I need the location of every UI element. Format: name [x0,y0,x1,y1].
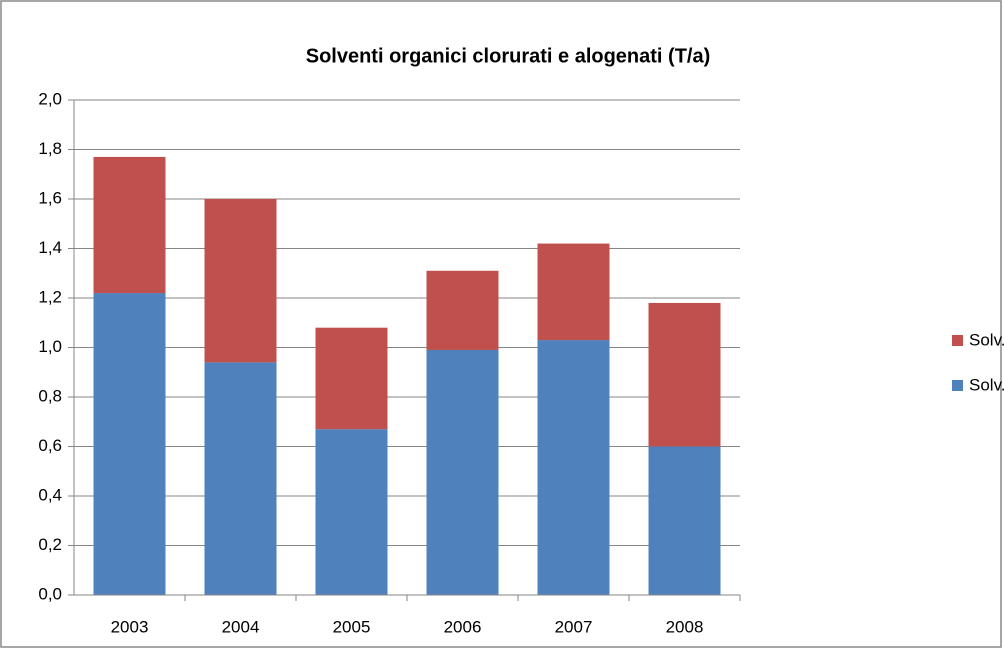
bar-segment [204,199,277,363]
bar-segment [315,429,388,595]
y-tick-label: 1,0 [38,337,62,356]
y-tick-label: 1,6 [38,188,62,207]
y-tick-label: 2,0 [38,89,62,108]
y-tick-label: 1,8 [38,139,62,158]
bar-segment [315,327,388,430]
chart-title: Solventi organici clorurati e alogenati … [306,45,711,67]
bar-segment [537,340,610,595]
bar-segment [537,243,610,341]
y-tick-label: 0,4 [38,485,62,504]
x-tick-label: 2008 [666,617,704,636]
legend-swatch [952,335,963,346]
bar-segment [204,362,277,595]
legend-label: Solv. org. alogenati [969,375,1004,394]
bar-segment [93,293,166,595]
bar-segment [426,349,499,595]
bar-segment [648,302,721,447]
y-tick-label: 0,6 [38,436,62,455]
x-tick-label: 2007 [555,617,593,636]
bar-segment [93,156,166,294]
x-tick-label: 2006 [444,617,482,636]
y-tick-label: 1,2 [38,287,62,306]
y-tick-label: 1,4 [38,238,62,257]
x-tick-label: 2003 [111,617,149,636]
legend-swatch [952,380,963,391]
y-tick-label: 0,2 [38,535,62,554]
bar-segment [426,270,499,350]
y-tick-label: 0,0 [38,584,62,603]
bar-segment [648,446,721,595]
x-tick-label: 2005 [333,617,371,636]
legend-label: Solv. org. clorurati [969,330,1004,349]
x-tick-label: 2004 [222,617,260,636]
y-tick-label: 0,8 [38,386,62,405]
